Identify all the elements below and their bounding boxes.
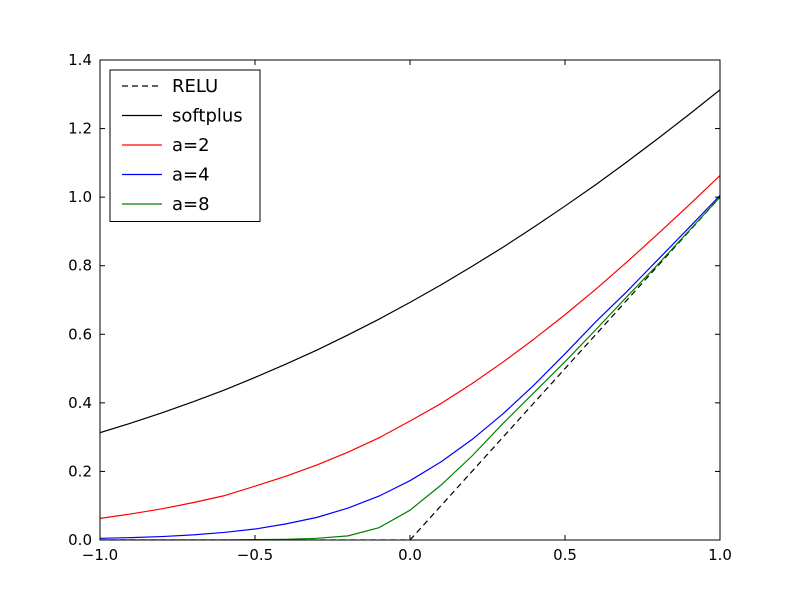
y-tick-label: 1.4 xyxy=(68,51,92,69)
series-line-3 xyxy=(100,195,720,539)
legend-label-3: a=4 xyxy=(172,165,210,186)
x-tick-label: 1.0 xyxy=(708,546,732,564)
y-tick-label: 0.8 xyxy=(68,257,92,275)
legend-label-1: softplus xyxy=(172,106,243,127)
series-line-1 xyxy=(100,89,720,434)
x-tick-label: 0.5 xyxy=(553,546,577,564)
y-tick-label: 1.0 xyxy=(68,188,92,206)
series-line-2 xyxy=(100,175,720,519)
y-tick-label: 1.2 xyxy=(68,120,92,138)
y-tick-label: 0.4 xyxy=(68,394,92,412)
y-tick-label: 0.2 xyxy=(68,462,92,480)
y-tick-label: 0.0 xyxy=(68,531,92,549)
legend-label-0: RELU xyxy=(172,76,218,97)
legend: RELU softplus a=2 a=4 a=8 xyxy=(109,69,261,222)
legend-label-2: a=2 xyxy=(172,135,210,156)
x-tick-label: −1.0 xyxy=(82,546,118,564)
tick-layer: −1.0 −0.5 0.0 0.5 1.0 0.0 0.2 0.4 0.6 0.8 1.0 1.2 1.… xyxy=(68,51,732,564)
y-tick-label: 0.6 xyxy=(68,325,92,343)
series-line-4 xyxy=(100,196,720,540)
x-tick-label: 0.0 xyxy=(398,546,422,564)
legend-label-4: a=8 xyxy=(172,194,210,215)
legend-box xyxy=(109,69,261,222)
series-layer xyxy=(100,89,720,540)
x-tick-label: −0.5 xyxy=(237,546,273,564)
plot-frame xyxy=(99,59,721,541)
